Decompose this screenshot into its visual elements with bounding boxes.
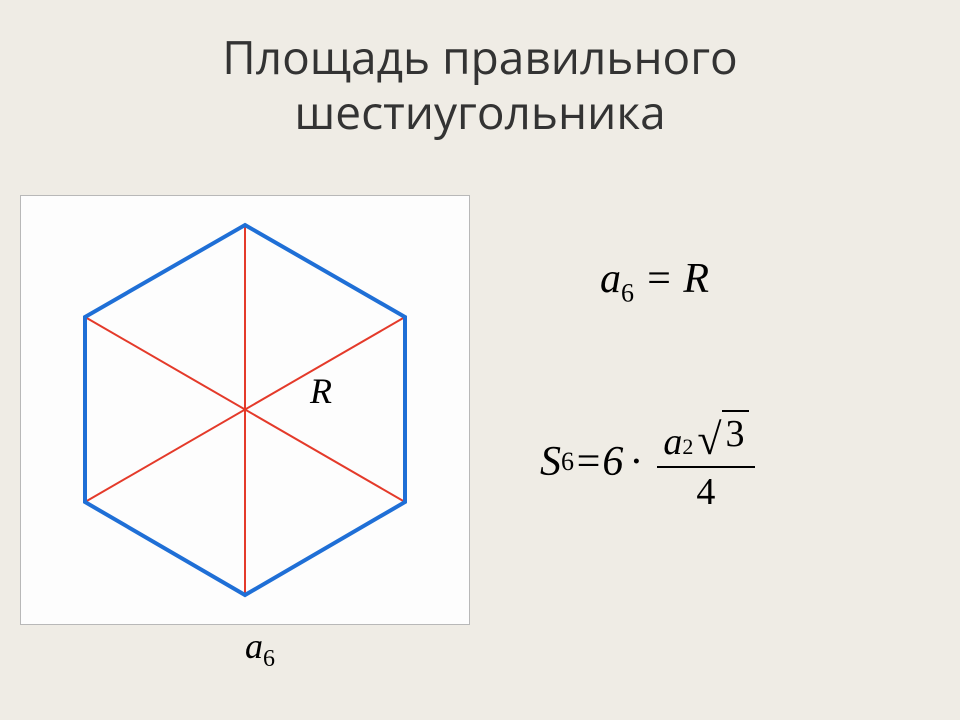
formula-area: S6 = 6· a2 √ 3 4 (540, 410, 755, 514)
fraction: a2 √ 3 4 (657, 410, 754, 514)
sqrt-icon: √ (697, 422, 721, 457)
hexagon-diagram (20, 195, 470, 625)
fraction-denominator: 4 (696, 468, 715, 514)
title-line-1: Площадь правильного (222, 26, 737, 88)
label-radius: R (310, 370, 332, 412)
formula-side-radius: a6 = R (600, 255, 709, 308)
label-side: a6 (245, 625, 275, 673)
sqrt: √ 3 (697, 410, 748, 458)
fraction-numerator: a2 √ 3 (657, 410, 754, 466)
page-title: Площадь правильного шестиугольника (0, 0, 960, 140)
title-line-2: шестиугольника (294, 81, 665, 143)
hexagon-diagonals (85, 225, 405, 595)
